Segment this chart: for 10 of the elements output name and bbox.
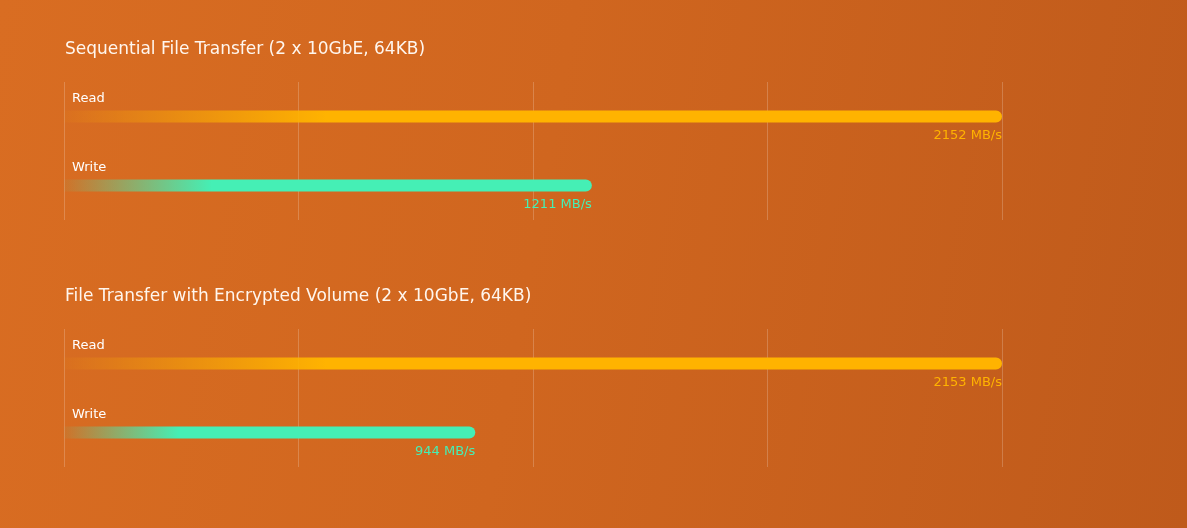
chart-title: Sequential File Transfer (2 x 10GbE, 64KB) [65, 37, 426, 58]
data-label: 1211 MB/s [523, 195, 593, 211]
data-label: 944 MB/s [415, 442, 476, 458]
chart-title: File Transfer with Encrypted Volume (2 x 10GbE, 64KB) [65, 284, 532, 305]
y-tick-label: Read [72, 336, 105, 352]
data-label: 2152 MB/s [933, 126, 1003, 142]
y-tick-label: Write [72, 158, 107, 174]
y-tick-label: Read [72, 89, 105, 105]
y-tick-label: Write [72, 405, 107, 421]
data-label: 2153 MB/s [933, 373, 1003, 389]
